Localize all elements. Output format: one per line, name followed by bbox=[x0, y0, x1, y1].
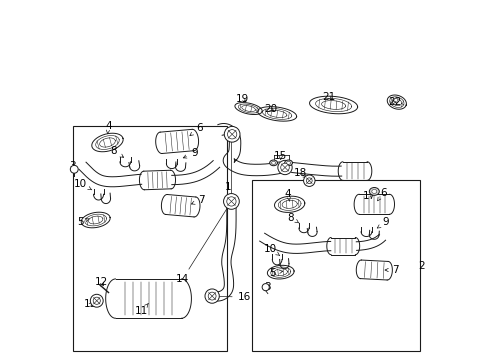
Text: 3: 3 bbox=[70, 161, 76, 171]
Bar bbox=[73, 126, 227, 351]
Text: 10: 10 bbox=[264, 244, 279, 255]
Text: 1: 1 bbox=[224, 182, 231, 192]
Ellipse shape bbox=[270, 160, 277, 166]
Ellipse shape bbox=[227, 197, 236, 206]
Ellipse shape bbox=[278, 160, 292, 175]
Text: 11: 11 bbox=[135, 303, 148, 316]
Text: 4: 4 bbox=[285, 189, 291, 201]
Ellipse shape bbox=[93, 297, 100, 304]
Text: 13: 13 bbox=[84, 299, 98, 309]
Text: 9: 9 bbox=[377, 217, 390, 228]
Ellipse shape bbox=[304, 175, 315, 186]
Ellipse shape bbox=[262, 284, 270, 291]
Text: 10: 10 bbox=[74, 179, 92, 190]
Text: 15: 15 bbox=[274, 151, 287, 161]
Text: 2: 2 bbox=[418, 261, 424, 271]
Text: 6: 6 bbox=[378, 188, 387, 201]
Ellipse shape bbox=[372, 189, 377, 193]
Text: 7: 7 bbox=[192, 195, 205, 205]
Text: 22: 22 bbox=[389, 97, 402, 107]
Ellipse shape bbox=[369, 188, 379, 195]
Text: 7: 7 bbox=[385, 265, 399, 275]
Bar bbox=[252, 180, 420, 351]
Text: 16: 16 bbox=[216, 292, 251, 302]
Text: 21: 21 bbox=[322, 92, 336, 102]
Text: 3: 3 bbox=[264, 282, 271, 292]
Text: 17: 17 bbox=[362, 191, 375, 201]
Text: 8: 8 bbox=[111, 146, 123, 157]
Ellipse shape bbox=[205, 289, 220, 303]
Ellipse shape bbox=[306, 178, 312, 184]
Text: 14: 14 bbox=[176, 204, 229, 284]
Ellipse shape bbox=[287, 161, 291, 164]
Ellipse shape bbox=[223, 194, 239, 209]
Text: 6: 6 bbox=[190, 123, 202, 136]
Ellipse shape bbox=[90, 294, 103, 307]
Ellipse shape bbox=[227, 130, 237, 139]
Text: 5: 5 bbox=[270, 268, 283, 278]
Text: 20: 20 bbox=[264, 104, 277, 114]
Text: 5: 5 bbox=[77, 217, 89, 227]
Text: 18: 18 bbox=[294, 168, 307, 178]
Text: 19: 19 bbox=[236, 94, 249, 104]
Text: 4: 4 bbox=[105, 121, 112, 134]
Ellipse shape bbox=[271, 161, 275, 164]
Ellipse shape bbox=[71, 165, 78, 173]
Ellipse shape bbox=[208, 292, 216, 300]
Ellipse shape bbox=[285, 160, 293, 166]
Text: 12: 12 bbox=[95, 277, 108, 287]
Ellipse shape bbox=[281, 163, 289, 172]
Text: 8: 8 bbox=[288, 212, 299, 223]
Text: 14: 14 bbox=[225, 138, 238, 209]
Ellipse shape bbox=[224, 126, 240, 142]
Text: 9: 9 bbox=[183, 148, 198, 158]
